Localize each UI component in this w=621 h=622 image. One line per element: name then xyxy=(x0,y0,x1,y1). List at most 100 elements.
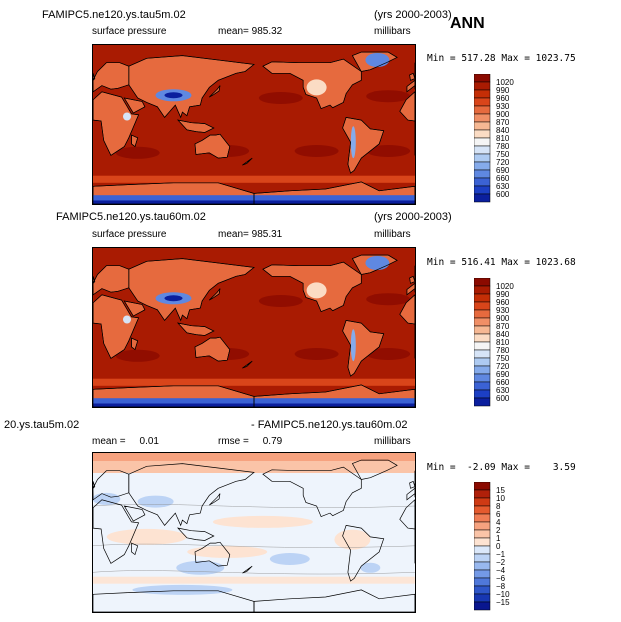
colorbar-swatch xyxy=(473,521,491,531)
colorbar-swatch xyxy=(473,169,491,179)
colorbar-swatch xyxy=(473,105,491,115)
colorbar-level-label: 660 xyxy=(496,174,510,183)
landmass-nz xyxy=(242,360,253,369)
colorbar-swatch xyxy=(473,177,491,187)
landmass-namerica xyxy=(262,466,362,518)
landmass-antarctica xyxy=(93,182,255,204)
landmass-madagascar xyxy=(131,337,139,351)
colorbar-swatch xyxy=(473,277,491,287)
ethiopian-highlands xyxy=(123,315,131,324)
colorbar-swatch xyxy=(473,497,491,507)
panel3-rmse: rmse = 0.79 xyxy=(218,436,283,447)
landmass-uk xyxy=(409,275,415,284)
panel3-colorbar: 15 10 8 6 4 2 1 0 −1 −2 −4 −6 −8 −10 −15 xyxy=(473,481,534,617)
landmass-africa xyxy=(93,91,140,156)
colorbar-swatch xyxy=(473,389,491,399)
landmass-australia xyxy=(194,541,231,567)
colorbar-swatch xyxy=(473,357,491,367)
panel3-minmax: Min = -2.09 Max = 3.59 xyxy=(427,462,576,473)
colorbar-level-label: −1 xyxy=(496,550,506,559)
landmass-europe xyxy=(93,470,130,501)
panel2-units: millibars xyxy=(374,229,411,240)
landmass-africa xyxy=(399,294,415,359)
colorbar-level-label: 720 xyxy=(496,362,510,371)
panel2-minmax: Min = 516.41 Max = 1023.68 xyxy=(427,257,576,268)
landmass-japan xyxy=(209,288,221,301)
panel2-years: (yrs 2000-2003) xyxy=(374,211,452,223)
panel1-colorbar: 1020 990 960 930 900 870 840 810 780 750 720 690 660… xyxy=(473,73,534,209)
panel1-minmax: Min = 517.28 Max = 1023.75 xyxy=(427,53,576,64)
landmass-indonesia xyxy=(177,322,215,336)
diff-negative-region xyxy=(360,562,381,573)
colorbar-level-label: 780 xyxy=(496,142,510,151)
landmass-greenland xyxy=(351,254,398,275)
colorbar-level-label: 0 xyxy=(496,542,501,551)
diff-positive-region xyxy=(334,529,371,550)
panel2-variable: surface pressure xyxy=(92,229,167,240)
tibet-plateau-core xyxy=(164,295,183,302)
landmass-africa xyxy=(399,499,415,564)
colorbar-level-label: 750 xyxy=(496,354,510,363)
landmass-antarctica xyxy=(93,385,255,407)
colorbar-swatch xyxy=(473,397,491,407)
colorbar-level-label: 1 xyxy=(496,534,501,543)
colorbar-swatch xyxy=(473,545,491,555)
colorbar-swatch xyxy=(473,73,491,83)
high-pressure-cell xyxy=(366,90,411,103)
colorbar-level-label: 930 xyxy=(496,306,510,315)
rockies xyxy=(306,79,327,96)
colorbar-swatch xyxy=(473,309,491,319)
colorbar-level-label: 750 xyxy=(496,150,510,159)
colorbar-swatch xyxy=(473,365,491,375)
colorbar-swatch xyxy=(473,341,491,351)
colorbar-level-label: 960 xyxy=(496,298,510,307)
colorbar-swatch xyxy=(473,489,491,499)
landmass-madagascar xyxy=(131,542,139,556)
colorbar-swatch xyxy=(473,317,491,327)
colorbar-level-label: 990 xyxy=(496,86,510,95)
diff-negative-region xyxy=(132,584,233,595)
colorbar-level-label: 840 xyxy=(496,330,510,339)
andes xyxy=(350,126,356,159)
landmass-antarctica xyxy=(253,181,415,204)
landmass-australia xyxy=(194,336,231,362)
colorbar-swatch xyxy=(473,537,491,547)
landmass-asia xyxy=(128,463,255,527)
landmass-uk xyxy=(93,276,96,284)
colorbar-level-label: 630 xyxy=(496,386,510,395)
landmass-asia xyxy=(128,55,255,119)
colorbar-swatch xyxy=(473,137,491,147)
colorbar-swatch xyxy=(473,325,491,335)
tibet-plateau-core xyxy=(164,92,183,99)
colorbar-swatch xyxy=(473,373,491,383)
colorbar-swatch xyxy=(473,97,491,107)
rockies xyxy=(306,282,327,299)
landmass-indonesia xyxy=(177,119,215,133)
landmass-europe xyxy=(406,62,415,93)
diff-southern-positive xyxy=(93,576,415,584)
colorbar-swatch xyxy=(473,577,491,587)
colorbar-level-label: 8 xyxy=(496,502,501,511)
landmass-uk xyxy=(93,481,96,489)
colorbar-level-label: 15 xyxy=(496,486,505,495)
southern-low-band xyxy=(93,378,415,386)
panel2-colorbar: 1020 990 960 930 900 870 840 810 780 750 720 690 660… xyxy=(473,277,534,413)
landmass-greenland xyxy=(351,459,398,480)
high-pressure-cell xyxy=(115,349,160,362)
panel3-map xyxy=(92,452,416,613)
colorbar-level-label: −15 xyxy=(496,598,510,607)
high-pressure-cell xyxy=(294,348,339,360)
diff-positive-region xyxy=(212,515,313,528)
colorbar-level-label: 6 xyxy=(496,510,501,519)
colorbar-swatch xyxy=(473,161,491,171)
landmass-arabia xyxy=(123,505,146,522)
panel1-years: (yrs 2000-2003) xyxy=(374,9,452,21)
colorbar-level-label: 870 xyxy=(496,322,510,331)
colorbar-level-label: 4 xyxy=(496,518,501,527)
landmass-uk xyxy=(409,72,415,81)
colorbar-level-label: 900 xyxy=(496,314,510,323)
panel3-units: millibars xyxy=(374,436,411,447)
diff-arctic-positive-core xyxy=(93,453,415,461)
colorbar-swatch xyxy=(473,285,491,295)
landmass-uk xyxy=(409,480,415,489)
